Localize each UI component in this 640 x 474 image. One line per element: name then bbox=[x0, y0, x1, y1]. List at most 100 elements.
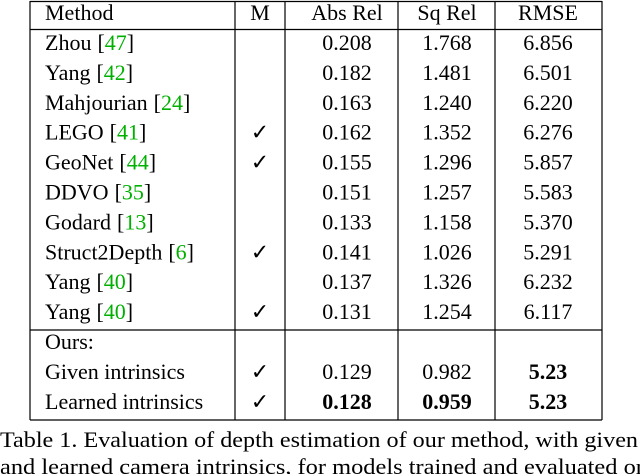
citation: 42 bbox=[104, 60, 126, 85]
bracket: ] bbox=[139, 120, 146, 145]
method-cell: Mahjourian [24] bbox=[45, 90, 190, 115]
group-label: Ours: bbox=[45, 329, 94, 354]
caption: and learned camera intrinsics, for model… bbox=[0, 454, 640, 474]
bracket: ] bbox=[127, 30, 134, 55]
bracket: ] bbox=[149, 150, 156, 175]
metric-cell: 5.370 bbox=[523, 209, 573, 234]
bracket: [ bbox=[96, 269, 103, 294]
metric-cell: 1.481 bbox=[422, 60, 472, 85]
metric-cell: 6.220 bbox=[523, 90, 573, 115]
check-mark: ✓ bbox=[251, 299, 269, 324]
method-cell: DDVO [35] bbox=[45, 180, 151, 205]
metric-cell: 6.856 bbox=[523, 30, 573, 55]
metric-cell: 6.232 bbox=[523, 269, 573, 294]
method-cell: LEGO [41] bbox=[45, 120, 146, 145]
method-cell: Struct2Depth [6] bbox=[45, 239, 194, 264]
method-name: Yang bbox=[45, 269, 90, 294]
method-name: Godard bbox=[45, 209, 111, 234]
metric-cell: 1.326 bbox=[422, 269, 472, 294]
bracket: ] bbox=[126, 269, 133, 294]
metric-cell: 0.959 bbox=[422, 389, 472, 414]
bracket: ] bbox=[144, 180, 151, 205]
bracket: ] bbox=[183, 90, 190, 115]
method-cell: Zhou [47] bbox=[45, 30, 134, 55]
column-header: M bbox=[250, 0, 270, 25]
check-mark: ✓ bbox=[251, 359, 269, 384]
metric-cell: 1.296 bbox=[422, 150, 472, 175]
citation: 44 bbox=[127, 150, 149, 175]
bracket: [ bbox=[154, 90, 161, 115]
bracket: ] bbox=[187, 239, 194, 264]
caption: Table 1. Evaluation of depth estimation … bbox=[0, 427, 638, 452]
method-name: GeoNet bbox=[45, 150, 113, 175]
method-name: DDVO bbox=[45, 180, 109, 205]
metric-cell: 1.254 bbox=[422, 299, 472, 324]
metric-cell: 1.768 bbox=[422, 30, 472, 55]
metric-cell: 0.131 bbox=[322, 299, 372, 324]
metric-cell: 0.141 bbox=[322, 239, 372, 264]
method-name: Yang bbox=[45, 299, 90, 324]
metric-cell: 5.23 bbox=[529, 389, 568, 414]
metric-cell: 0.163 bbox=[322, 90, 372, 115]
method-name: Mahjourian bbox=[45, 90, 148, 115]
metric-cell: 0.982 bbox=[422, 359, 472, 384]
method-cell: Given intrinsics bbox=[45, 359, 185, 384]
bracket: [ bbox=[96, 299, 103, 324]
method-name: Struct2Depth bbox=[45, 239, 162, 264]
citation: 24 bbox=[161, 90, 183, 115]
metric-cell: 5.857 bbox=[523, 150, 573, 175]
metric-cell: 0.208 bbox=[322, 30, 372, 55]
method-name: Zhou bbox=[45, 30, 91, 55]
column-header: Sq Rel bbox=[417, 0, 476, 25]
citation: 41 bbox=[117, 120, 139, 145]
metric-cell: 6.501 bbox=[523, 60, 573, 85]
metric-cell: 1.240 bbox=[422, 90, 472, 115]
citation: 40 bbox=[104, 269, 126, 294]
column-header: RMSE bbox=[518, 0, 578, 25]
bracket: [ bbox=[115, 180, 122, 205]
citation: 40 bbox=[104, 299, 126, 324]
method-name: LEGO bbox=[45, 120, 104, 145]
metric-cell: 0.137 bbox=[322, 269, 372, 294]
check-mark: ✓ bbox=[251, 150, 269, 175]
method-cell: Yang [40] bbox=[45, 269, 133, 294]
metric-cell: 1.257 bbox=[422, 180, 472, 205]
citation: 35 bbox=[122, 180, 144, 205]
metric-cell: 1.158 bbox=[422, 209, 472, 234]
metric-cell: 0.155 bbox=[322, 150, 372, 175]
metric-cell: 5.291 bbox=[523, 239, 573, 264]
check-mark: ✓ bbox=[251, 239, 269, 264]
metric-cell: 0.151 bbox=[322, 180, 372, 205]
column-header: Abs Rel bbox=[311, 0, 383, 25]
bracket: [ bbox=[119, 150, 126, 175]
metric-cell: 6.117 bbox=[524, 299, 573, 324]
column-header: Method bbox=[45, 0, 113, 25]
bracket: ] bbox=[126, 299, 133, 324]
bracket: ] bbox=[126, 60, 133, 85]
method-cell: Learned intrinsics bbox=[45, 389, 203, 414]
method-cell: Godard [13] bbox=[45, 209, 154, 234]
metric-cell: 1.352 bbox=[422, 120, 472, 145]
bracket: [ bbox=[117, 209, 124, 234]
citation: 13 bbox=[124, 209, 146, 234]
method-cell: Yang [40] bbox=[45, 299, 133, 324]
citation: 47 bbox=[105, 30, 127, 55]
metric-cell: 0.162 bbox=[322, 120, 372, 145]
method-cell: Yang [42] bbox=[45, 60, 133, 85]
check-mark: ✓ bbox=[251, 389, 269, 414]
metric-cell: 0.133 bbox=[322, 209, 372, 234]
metric-cell: 5.23 bbox=[529, 359, 568, 384]
metric-cell: 0.128 bbox=[322, 389, 372, 414]
bracket: ] bbox=[146, 209, 153, 234]
metric-cell: 0.129 bbox=[322, 359, 372, 384]
method-name: Yang bbox=[45, 60, 90, 85]
metric-cell: 5.583 bbox=[523, 180, 573, 205]
bracket: [ bbox=[168, 239, 175, 264]
bracket: [ bbox=[96, 60, 103, 85]
bracket: [ bbox=[97, 30, 104, 55]
method-cell: GeoNet [44] bbox=[45, 150, 156, 175]
bracket: [ bbox=[110, 120, 117, 145]
metric-cell: 0.182 bbox=[322, 60, 372, 85]
metric-cell: 6.276 bbox=[523, 120, 573, 145]
